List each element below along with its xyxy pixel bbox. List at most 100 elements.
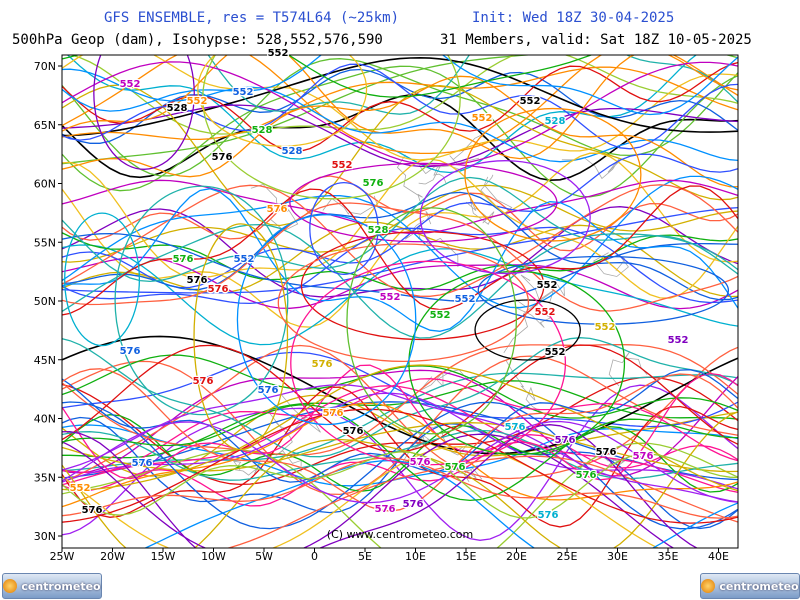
contour-label: 528 [167,103,188,114]
isohypse [62,351,738,428]
lon-label: 40E [708,550,729,563]
isohypse-loop [202,55,461,200]
isohypse-loop [277,243,530,363]
isohypse [62,75,738,188]
isohypse [62,408,738,524]
isohypse [62,158,738,299]
isohypse [62,226,738,305]
contour-label: 576 [363,178,384,189]
isohypse [62,335,738,455]
contour-label: 552 [120,79,141,90]
coastline [274,421,302,472]
lon-label: 25W [50,550,75,563]
logo[interactable]: centrometeo [700,573,800,599]
contour-label: 576 [212,152,233,163]
coastline [396,154,423,202]
lon-label: 5W [255,550,273,563]
contour-label: 576 [208,284,229,295]
isohypse [62,394,738,477]
coastline [404,219,459,268]
lat-label: 40N [34,413,56,426]
contour-label: 552 [187,96,208,107]
isohypse [62,55,593,98]
contour-label: 552 [668,335,689,346]
contour-label: 576 [445,462,466,473]
isohypse [62,451,738,519]
contour-label: 528 [252,125,273,136]
coastline [465,198,495,225]
lon-label: 5E [358,550,372,563]
contour-label: 576 [343,426,364,437]
contour-label: 576 [410,457,431,468]
contour-label: 552 [545,347,566,358]
isohypse [62,232,738,302]
coastline [232,460,261,476]
isohypse-loop [419,160,591,275]
contour-label: 576 [323,408,344,419]
isohypse-loop [64,212,141,347]
contour-label: 576 [173,254,194,265]
contour-label: 528 [545,116,566,127]
isohypse-loop [408,270,626,456]
contour-label: 528 [368,225,389,236]
field-title: 500hPa Geop (dam), Isohypse: 528,552,576… [12,32,383,48]
isohypse [62,66,738,141]
coastline [250,184,299,232]
isohypse [226,455,738,548]
isohypse [62,337,738,458]
isohypse [62,420,738,504]
contour-label: 552 [70,483,91,494]
isohypse-loop [290,260,567,466]
model-title: GFS ENSEMBLE, res = T574L64 (~25km) [104,10,400,26]
contour-label: 552 [455,294,476,305]
contour-label: 576 [312,359,333,370]
lon-label: 20W [100,550,125,563]
isohypse [62,179,738,234]
isohypse [62,434,738,507]
contours [62,55,738,548]
lat-label: 35N [34,471,56,484]
contour-label: 576 [633,451,654,462]
isohypse [62,68,738,144]
logo[interactable]: centrometeo [2,573,102,599]
contour-label: 576 [596,447,617,458]
isohypse [69,55,738,135]
lat-label: 50N [34,295,56,308]
contour-label: 576 [267,204,288,215]
isohypse [62,457,738,519]
contour-label: 552 [380,292,401,303]
contour-label: 576 [375,504,396,515]
isohypse [62,433,675,548]
contour-label: 576 [576,470,597,481]
contour-label: 552 [595,322,616,333]
lon-label: 0 [311,550,318,563]
lon-label: 35E [658,550,679,563]
contour-label: 552 [430,310,451,321]
lon-label: 10E [405,550,426,563]
contour-label: 576 [187,275,208,286]
isohypse [62,221,738,298]
lat-label: 45N [34,354,56,367]
isohypse-loop [197,55,368,147]
isohypse [62,424,699,548]
isohypse [62,202,738,312]
contour-label: 576 [82,505,103,516]
contour-label: 552 [537,280,558,291]
isohypse [62,188,738,332]
lon-label: 25E [557,550,578,563]
contour-label: 576 [538,510,559,521]
isohypse [62,55,738,116]
contour-label: 576 [132,458,153,469]
lat-label: 70N [34,60,56,73]
isohypse-loop [114,185,289,416]
coastline [449,135,490,165]
isohypse [207,55,738,115]
lon-label: 15W [151,550,176,563]
isohypse [62,364,738,481]
contour-label: 552 [332,160,353,171]
isohypse [62,61,738,167]
contour-label: 552 [520,96,541,107]
contour-label: 576 [505,422,526,433]
